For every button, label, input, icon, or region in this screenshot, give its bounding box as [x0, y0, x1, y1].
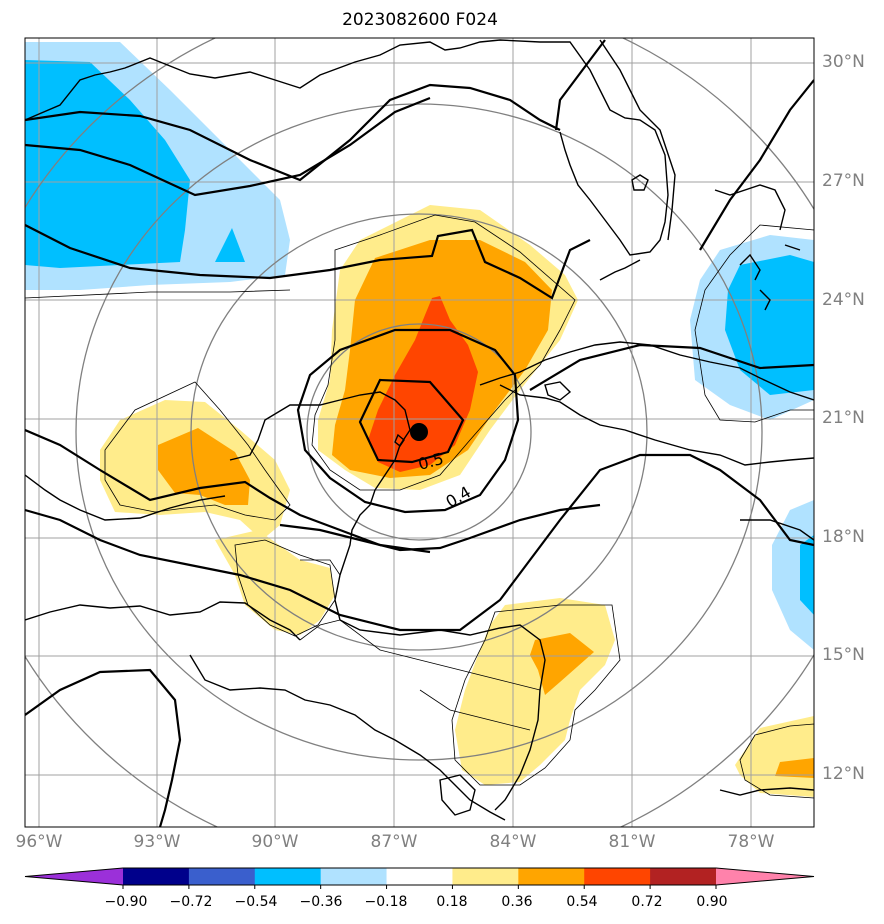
thin-closed-south	[451, 604, 621, 786]
colorbar-tick-label: 0.54	[566, 894, 598, 910]
us-gulf-coast	[25, 39, 669, 256]
colorbar-tick-label: −0.54	[234, 894, 278, 910]
range-rings	[25, 38, 814, 827]
colorbar-segment	[650, 868, 717, 885]
colorbar-segment	[386, 868, 453, 885]
colorbar-segment	[123, 868, 190, 885]
thin-closed-far-se	[739, 723, 814, 799]
us-thin-box	[25, 289, 291, 299]
chart-title: 2023082600 F024	[342, 10, 498, 30]
bahamas	[714, 184, 801, 311]
lat-label-18n: 18°N	[822, 527, 865, 547]
contour-center-05	[358, 378, 465, 464]
contours	[25, 39, 814, 827]
colorbar-tick-label: −0.18	[364, 894, 408, 910]
border-mexico-guatemala	[299, 559, 341, 641]
cuba-south	[499, 384, 814, 466]
negative-blue-se	[800, 535, 814, 615]
contour-west-band	[25, 428, 431, 554]
colorbar-tick-label: 0.72	[631, 894, 663, 910]
lake-nicaragua	[439, 774, 476, 816]
lat-label-27n: 27°N	[822, 171, 865, 191]
border-honduras	[339, 619, 541, 691]
contour-cuba-east	[529, 343, 814, 391]
negative-blue-nw-spot	[215, 228, 245, 262]
lon-label-93w: 93°W	[133, 832, 181, 852]
lat-label-21n: 21°N	[822, 408, 865, 428]
cozumel	[394, 433, 405, 448]
contour-center-04	[296, 328, 520, 514]
lon-label-78w: 78°W	[727, 832, 775, 852]
positive-orange-west	[158, 428, 250, 505]
coastlines	[25, 39, 814, 821]
gridlines	[25, 38, 814, 827]
lat-label-24n: 24°N	[822, 290, 865, 310]
lat-label-15n: 15°N	[822, 645, 865, 665]
lat-label-30n: 30°N	[822, 52, 865, 72]
positive-yellow-far-se	[735, 716, 814, 797]
contour-florida-east	[699, 79, 814, 251]
colorbar-segment	[518, 868, 585, 885]
mexico-gulf-coast	[25, 474, 226, 521]
positive-yellow-south	[455, 598, 615, 785]
lon-label-90w: 90°W	[251, 832, 299, 852]
hispaniola-coast	[740, 519, 814, 541]
positive-orange-far-se	[775, 758, 814, 778]
lake-okeechobee	[631, 174, 649, 191]
colorbar-segment	[584, 868, 651, 885]
colorbar-tick-label: −0.72	[169, 894, 213, 910]
florida-east-coast	[599, 39, 676, 241]
lon-label-81w: 81°W	[608, 832, 656, 852]
country-borders	[25, 214, 814, 799]
colorbar-tick-label: 0.36	[501, 894, 533, 910]
lon-label-87w: 87°W	[370, 832, 418, 852]
colorbar-tick-label: −0.90	[104, 894, 148, 910]
colorbar-tick-label: −0.36	[299, 894, 343, 910]
colorbar-segment	[320, 868, 388, 885]
thin-closed-west	[104, 381, 291, 521]
isla-juventud	[544, 381, 572, 401]
contour-label-04: 0.4	[443, 482, 475, 511]
colorbar-segment	[254, 868, 322, 885]
mexico-pacific-coast	[25, 601, 301, 641]
colombia-coast	[719, 787, 814, 796]
cuba-coast	[479, 341, 814, 401]
belize-honduras-coast	[334, 574, 546, 811]
contour-gulf	[25, 224, 591, 300]
contour-north-second	[25, 96, 431, 197]
colorbar-segment	[452, 868, 519, 885]
border-nicaragua	[419, 689, 531, 731]
storm-center-dot	[410, 423, 428, 441]
colorbar-segment	[188, 868, 256, 885]
colorbar-tick-label: 0.18	[436, 894, 468, 910]
thin-closed-center	[311, 214, 576, 491]
contour-north-top	[25, 83, 561, 182]
thin-closed-east	[694, 224, 814, 423]
florida-keys	[599, 259, 641, 281]
positive-red-center	[368, 296, 478, 472]
map-frame	[24, 37, 815, 828]
contour-west-band-2	[25, 453, 814, 632]
colorbar	[24, 867, 815, 889]
central-america-pacific	[189, 654, 506, 821]
thin-closed-gulf	[234, 539, 336, 637]
contour-florida-strait	[554, 39, 606, 131]
positive-orange-south	[530, 633, 594, 695]
lat-label-12n: 12°N	[822, 764, 865, 784]
yucatan-coast	[229, 391, 411, 576]
lon-label-96w: 96°W	[15, 832, 63, 852]
negative-blue-nw	[25, 60, 190, 268]
contour-south	[25, 668, 182, 827]
colorbar-tick-label: 0.90	[696, 894, 728, 910]
lon-label-84w: 84°W	[489, 832, 537, 852]
colorbar-extend-min	[25, 868, 123, 885]
negative-blue-e	[725, 255, 814, 395]
colorbar-extend-max	[716, 868, 814, 885]
contour-wide-ring	[279, 503, 601, 552]
